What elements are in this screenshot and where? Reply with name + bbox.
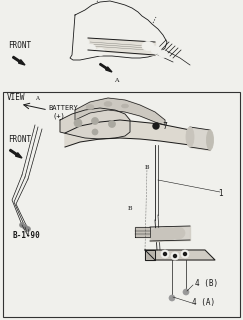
Circle shape — [153, 123, 159, 129]
Ellipse shape — [160, 227, 176, 241]
Polygon shape — [9, 149, 22, 158]
Text: VIEW: VIEW — [7, 93, 26, 102]
Ellipse shape — [75, 37, 89, 47]
Circle shape — [161, 250, 169, 258]
Text: 4 (A): 4 (A) — [192, 298, 215, 307]
Ellipse shape — [186, 127, 194, 147]
Circle shape — [19, 222, 25, 228]
Text: A: A — [35, 95, 39, 100]
Text: (+): (+) — [52, 112, 65, 118]
Text: B: B — [128, 205, 132, 211]
Ellipse shape — [151, 46, 161, 54]
Text: 4 (B): 4 (B) — [195, 279, 218, 288]
Circle shape — [74, 119, 82, 127]
Circle shape — [92, 129, 98, 135]
Ellipse shape — [207, 130, 214, 150]
Ellipse shape — [85, 44, 95, 52]
Circle shape — [164, 252, 166, 255]
Text: B-1-90: B-1-90 — [12, 231, 40, 240]
Circle shape — [174, 254, 176, 258]
Text: 1: 1 — [218, 189, 223, 198]
Ellipse shape — [104, 101, 112, 107]
Ellipse shape — [171, 227, 185, 239]
Ellipse shape — [95, 49, 105, 55]
Circle shape — [23, 225, 27, 229]
Circle shape — [169, 295, 175, 301]
Polygon shape — [75, 98, 165, 125]
Polygon shape — [65, 120, 190, 147]
Ellipse shape — [158, 51, 167, 58]
Circle shape — [26, 227, 31, 231]
Ellipse shape — [86, 105, 94, 109]
Ellipse shape — [122, 104, 129, 108]
Circle shape — [171, 252, 179, 260]
Text: FRONT: FRONT — [8, 135, 31, 144]
Circle shape — [109, 121, 115, 127]
Circle shape — [183, 289, 189, 295]
Circle shape — [92, 117, 98, 124]
Polygon shape — [100, 63, 112, 72]
Text: A: A — [114, 77, 118, 83]
Polygon shape — [145, 250, 155, 260]
Circle shape — [183, 252, 186, 255]
Polygon shape — [60, 108, 130, 139]
Text: BATTERY: BATTERY — [48, 105, 78, 111]
Text: B: B — [145, 164, 149, 170]
Polygon shape — [135, 227, 150, 237]
Ellipse shape — [142, 42, 154, 51]
Text: 7: 7 — [162, 122, 167, 131]
Ellipse shape — [150, 228, 166, 242]
Bar — [3, 92, 240, 317]
Polygon shape — [145, 250, 215, 260]
Text: FRONT: FRONT — [8, 41, 31, 50]
Polygon shape — [13, 56, 25, 65]
Circle shape — [181, 250, 189, 258]
